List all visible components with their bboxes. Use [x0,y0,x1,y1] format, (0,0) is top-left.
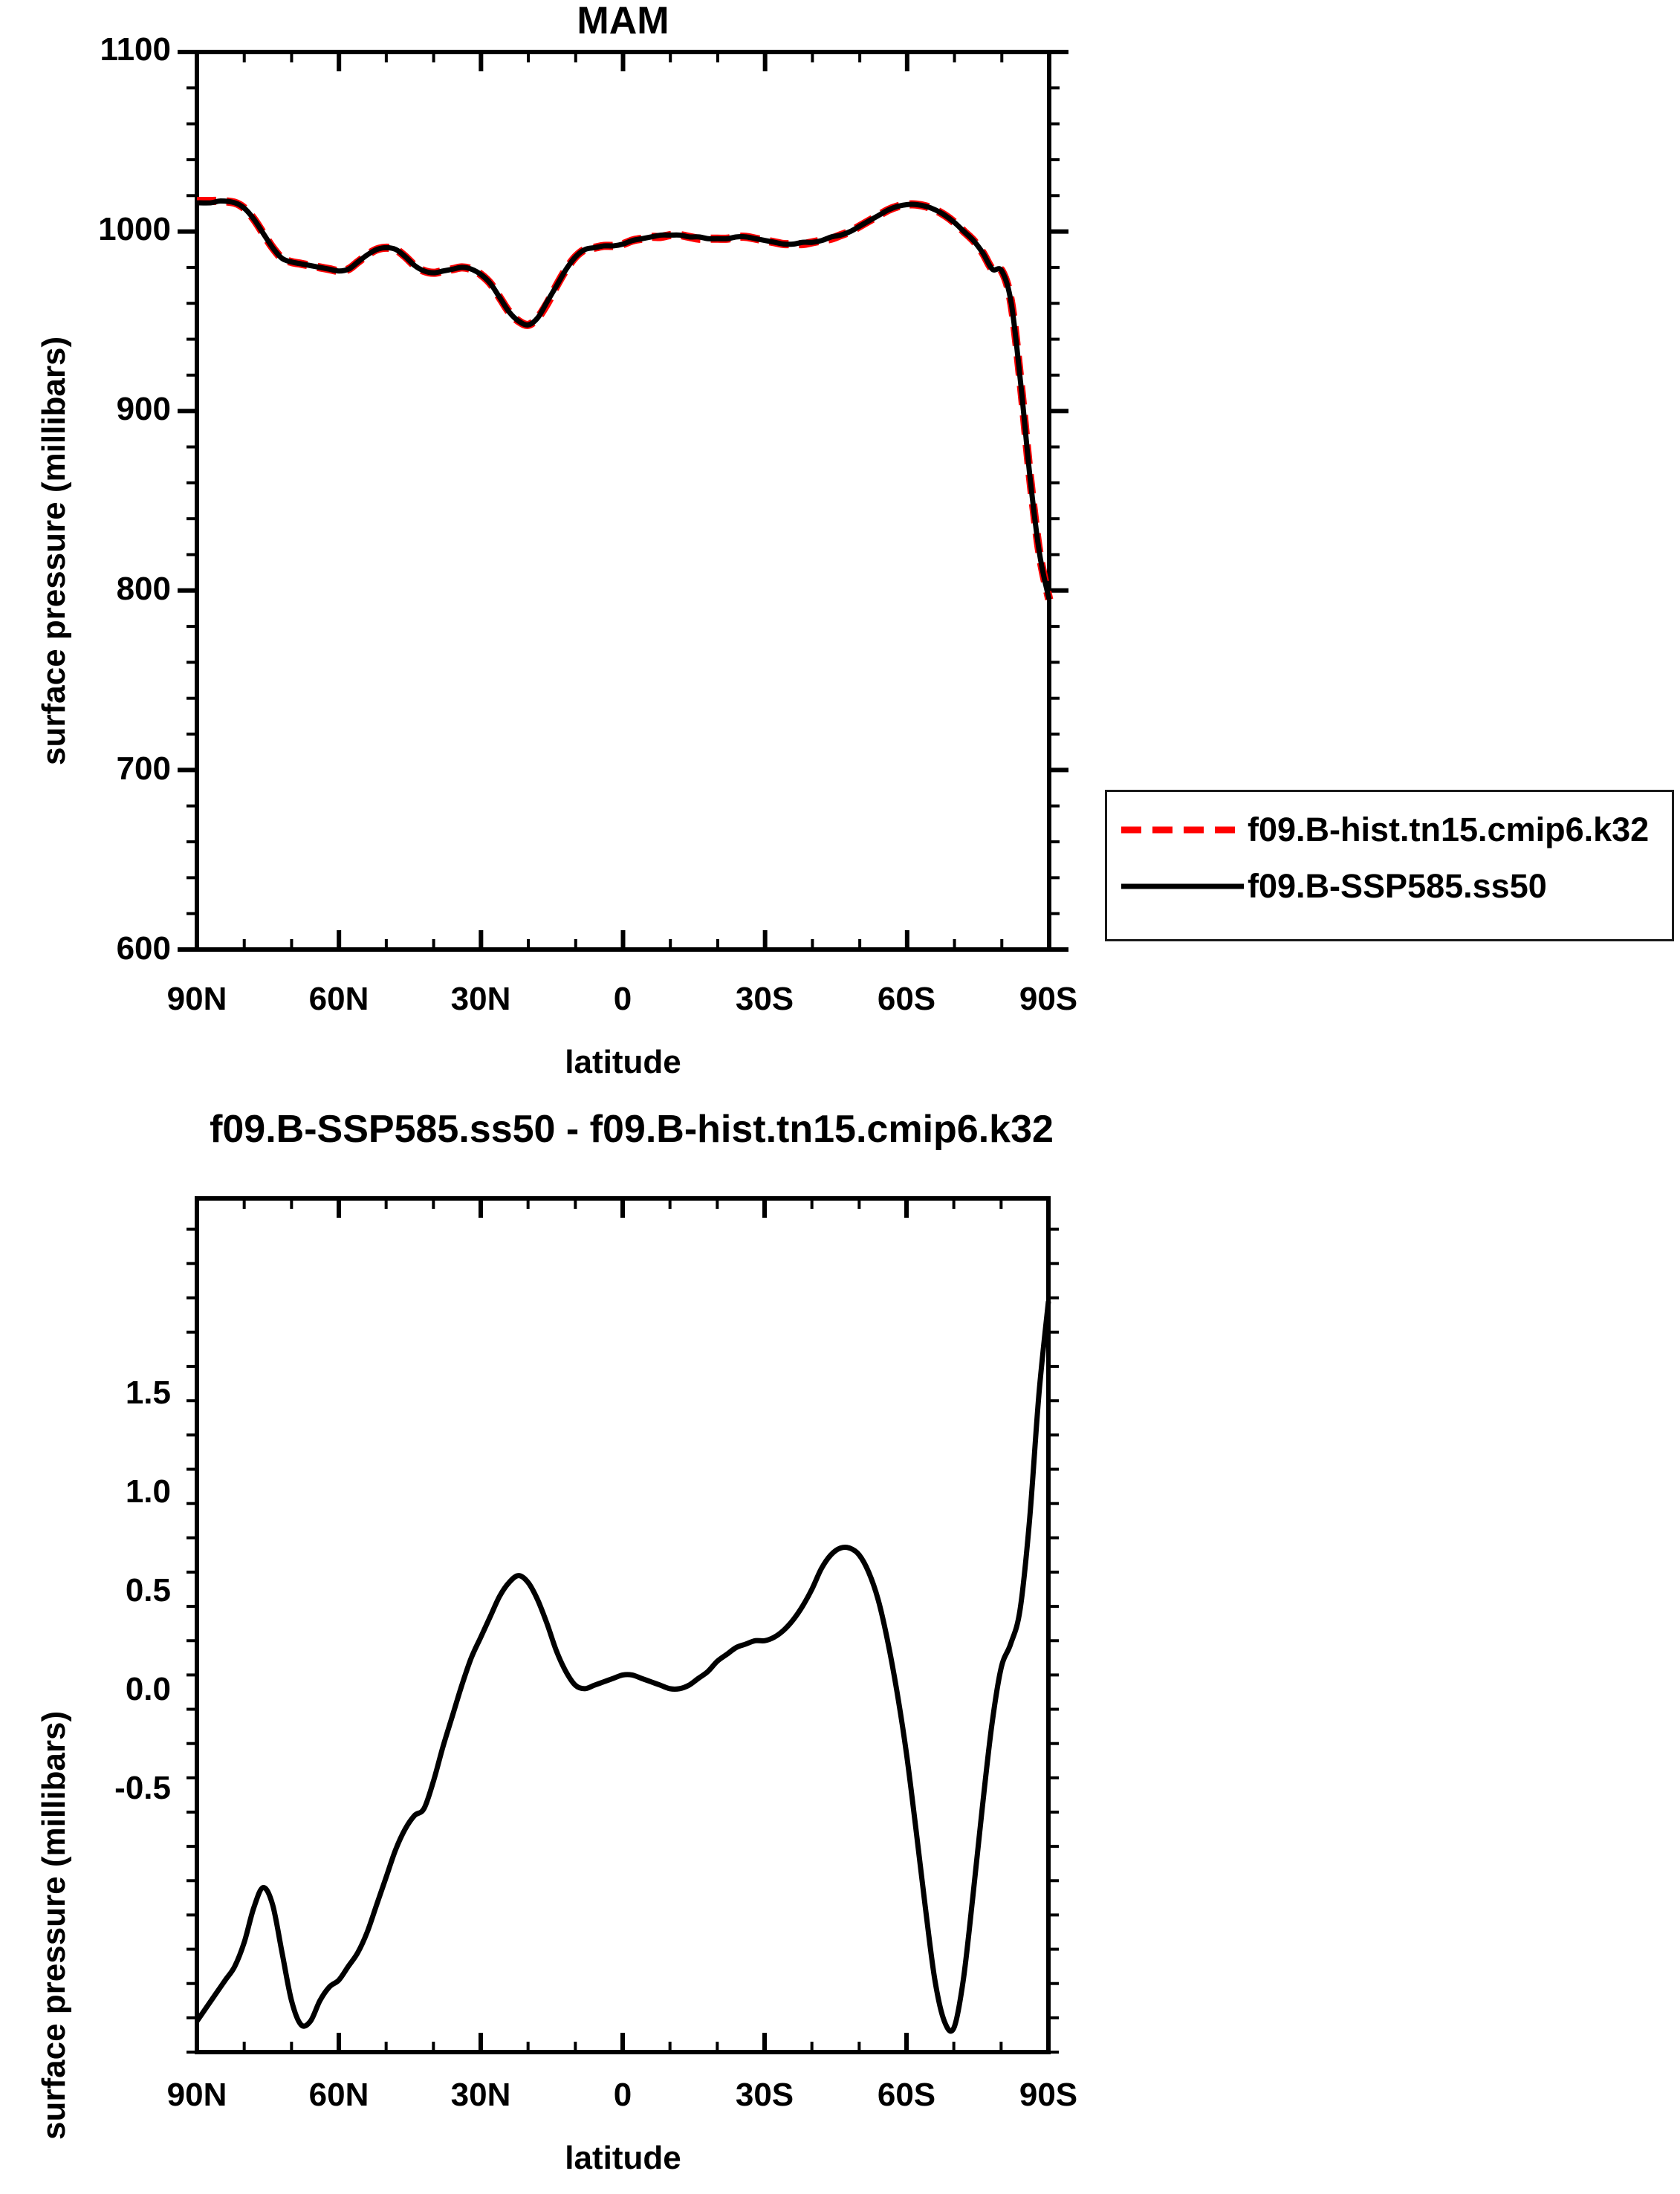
legend-swatch-dashed-icon [1121,826,1244,834]
legend-label-ssp585: f09.B-SSP585.ss50 [1248,867,1547,905]
panel2-ytick-1: 1.0 [125,1473,171,1510]
panel2-xtick-1: 60N [308,2077,369,2113]
panel1-ytick-3: 800 [116,571,171,607]
panel1-xtick-5: 60S [877,981,936,1017]
panel1-xtick-4: 30S [735,981,794,1017]
legend-swatch-solid-icon [1121,883,1244,889]
panel2-ytick-3: 0.0 [125,1671,171,1707]
legend-entry-ssp585: f09.B-SSP585.ss50 [1107,865,1672,908]
panel-difference: f09.B-SSP585.ss50 - f09.B-hist.tn15.cmip… [0,1092,1680,2194]
panel2-xtick-0: 90N [166,2077,227,2113]
panel2-xtick-5: 60S [877,2077,936,2113]
panel1-ytick-4: 700 [116,750,171,787]
panel1-xtick-6: 90S [1019,981,1078,1017]
panel1-ytick-1: 1000 [98,211,171,247]
panel1-plot-area [178,50,1068,952]
panel2-title: f09.B-SSP585.ss50 - f09.B-hist.tn15.cmip… [210,1108,1054,1151]
legend-entry-historical: f09.B-hist.tn15.cmip6.k32 [1107,808,1672,851]
panel1-title: MAM [577,0,669,42]
panel1-xtick-1: 60N [308,981,369,1017]
panel1-xtick-3: 0 [613,981,632,1017]
panel1-xlabel: latitude [565,1044,681,1080]
panel1-xtick-2: 30N [450,981,511,1017]
panel-mam: MAM surface pressure (millibars) latitud… [0,0,1680,1092]
panel1-legend: f09.B-hist.tn15.cmip6.k32 f09.B-SSP585.s… [1105,790,1674,941]
panel1-ytick-5: 600 [116,930,171,967]
panel1-xtick-0: 90N [166,981,227,1017]
panel1-ytick-2: 900 [116,391,171,427]
panel2-xtick-3: 0 [613,2077,632,2113]
panel2-ytick-2: 0.5 [125,1572,171,1609]
panel2-plot-area [187,1196,1059,2054]
panel2-ytick-4: -0.5 [114,1770,171,1806]
panel2-xtick-2: 30N [450,2077,511,2113]
panel2-xtick-6: 90S [1019,2077,1078,2113]
panel2-xlabel: latitude [565,2140,681,2176]
panel2-ytick-0: 1.5 [125,1375,171,1411]
legend-label-historical: f09.B-hist.tn15.cmip6.k32 [1248,811,1650,848]
panel2-xtick-4: 30S [735,2077,794,2113]
panel1-ytick-0: 1100 [100,31,171,68]
